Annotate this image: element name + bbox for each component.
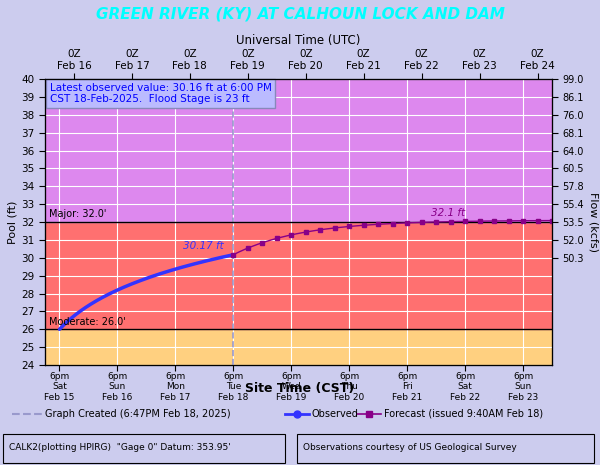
Text: CALK2(plotting HPIRG)  "Gage 0" Datum: 353.95': CALK2(plotting HPIRG) "Gage 0" Datum: 35… (9, 443, 231, 452)
Text: GREEN RIVER (KY) AT CALHOUN LOCK AND DAM: GREEN RIVER (KY) AT CALHOUN LOCK AND DAM (95, 7, 505, 22)
X-axis label: Universal Time (UTC): Universal Time (UTC) (236, 33, 361, 46)
Text: Forecast (issued 9:40AM Feb 18): Forecast (issued 9:40AM Feb 18) (384, 409, 543, 419)
Text: Graph Created (6:47PM Feb 18, 2025): Graph Created (6:47PM Feb 18, 2025) (45, 409, 230, 419)
Text: Observations courtesy of US Geological Survey: Observations courtesy of US Geological S… (303, 443, 517, 452)
Text: 32.1 ft: 32.1 ft (431, 208, 466, 218)
Bar (45, 329, 552, 365)
Bar (45, 222, 552, 329)
Text: Site Time (CST): Site Time (CST) (245, 382, 355, 395)
Text: Moderate: 26.0': Moderate: 26.0' (49, 317, 125, 326)
Text: 30.17 ft: 30.17 ft (183, 241, 224, 251)
Text: Major: 32.0': Major: 32.0' (49, 209, 106, 219)
Text: Latest observed value: 30.16 ft at 6:00 PM
CST 18-Feb-2025.  Flood Stage is 23 f: Latest observed value: 30.16 ft at 6:00 … (50, 83, 272, 104)
Text: Observed: Observed (312, 409, 359, 419)
Bar (45, 79, 552, 222)
Y-axis label: Pool (ft): Pool (ft) (7, 200, 17, 244)
Y-axis label: Flow (kcfs): Flow (kcfs) (588, 192, 598, 252)
